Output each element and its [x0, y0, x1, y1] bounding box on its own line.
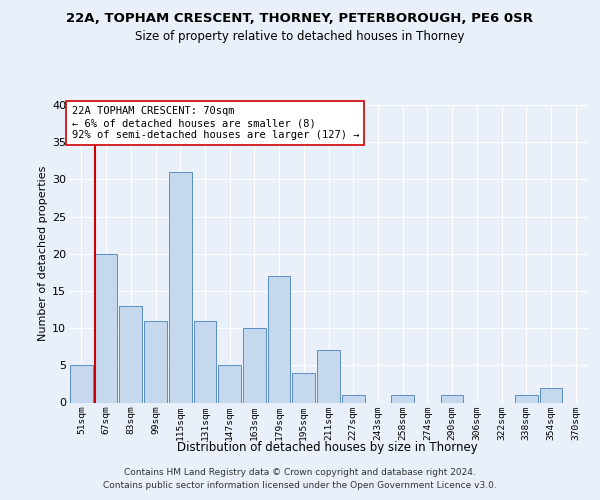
Bar: [218, 366, 241, 403]
Bar: [539, 388, 562, 402]
Bar: [342, 395, 365, 402]
Bar: [95, 254, 118, 402]
Bar: [144, 320, 167, 402]
Bar: [391, 395, 414, 402]
Y-axis label: Number of detached properties: Number of detached properties: [38, 166, 48, 342]
Text: 22A TOPHAM CRESCENT: 70sqm
← 6% of detached houses are smaller (8)
92% of semi-d: 22A TOPHAM CRESCENT: 70sqm ← 6% of detac…: [71, 106, 359, 140]
Bar: [119, 306, 142, 402]
Text: Contains HM Land Registry data © Crown copyright and database right 2024.: Contains HM Land Registry data © Crown c…: [124, 468, 476, 477]
Bar: [515, 395, 538, 402]
Bar: [169, 172, 191, 402]
Bar: [243, 328, 266, 402]
Bar: [292, 373, 315, 402]
Text: Contains public sector information licensed under the Open Government Licence v3: Contains public sector information licen…: [103, 480, 497, 490]
Bar: [70, 366, 93, 403]
Text: Size of property relative to detached houses in Thorney: Size of property relative to detached ho…: [135, 30, 465, 43]
Bar: [317, 350, 340, 403]
Bar: [268, 276, 290, 402]
Text: Distribution of detached houses by size in Thorney: Distribution of detached houses by size …: [176, 441, 478, 454]
Bar: [194, 320, 216, 402]
Text: 22A, TOPHAM CRESCENT, THORNEY, PETERBOROUGH, PE6 0SR: 22A, TOPHAM CRESCENT, THORNEY, PETERBORO…: [67, 12, 533, 26]
Bar: [441, 395, 463, 402]
